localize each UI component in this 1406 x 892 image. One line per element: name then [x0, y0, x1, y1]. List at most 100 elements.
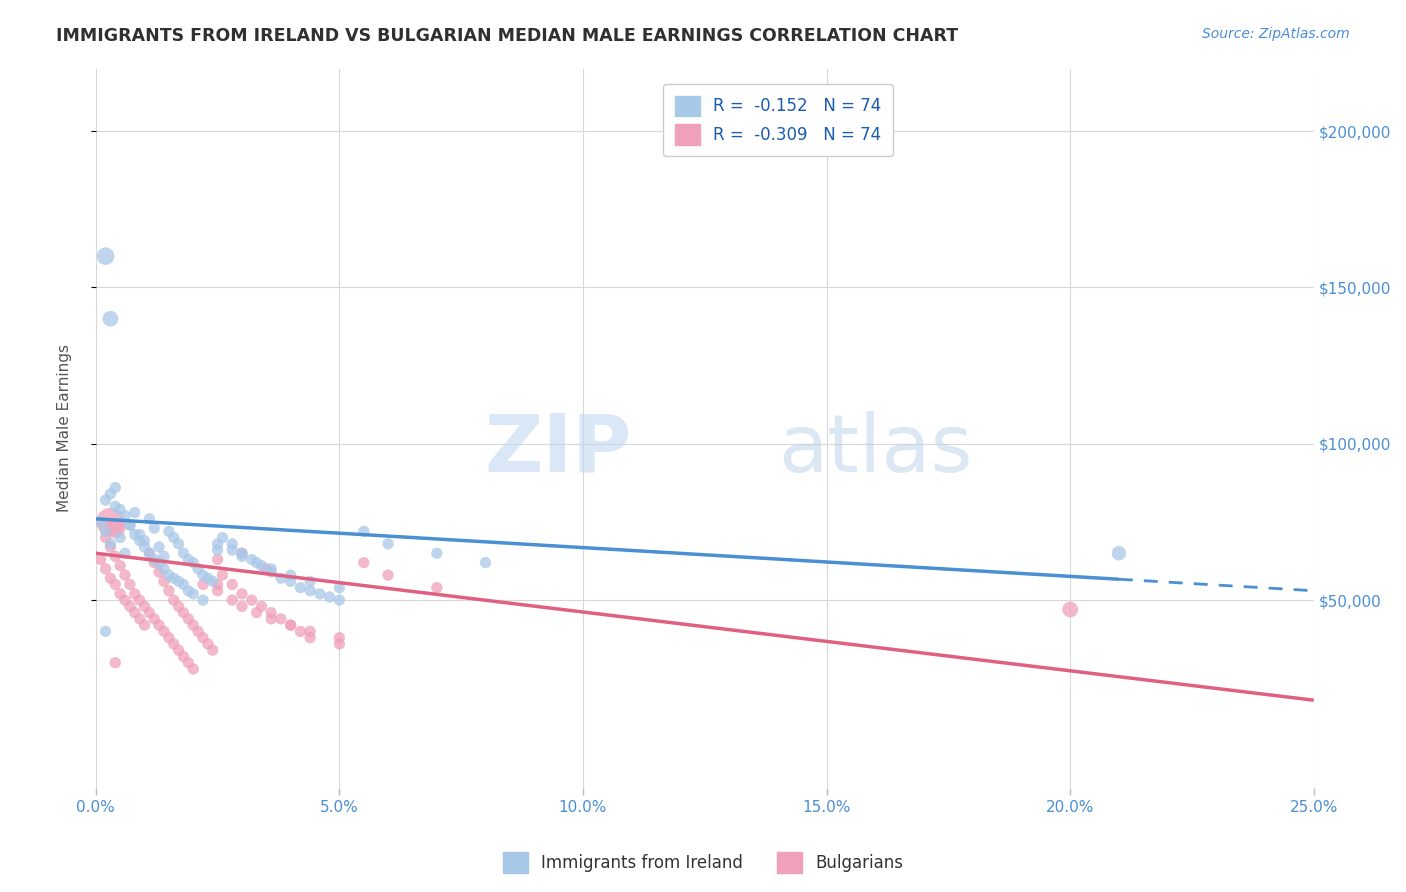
Point [231, 549, 253, 564]
Point [148, 556, 170, 570]
Point [100, 487, 122, 501]
Point [148, 618, 170, 632]
Point [231, 599, 253, 614]
Point [138, 606, 160, 620]
Point [114, 568, 136, 582]
Point [1059, 602, 1081, 616]
Point [377, 537, 399, 551]
Point [173, 649, 195, 664]
Point [280, 574, 302, 589]
Point [211, 568, 233, 582]
Point [104, 500, 127, 514]
Point [100, 571, 122, 585]
Point [207, 537, 229, 551]
Point [309, 587, 332, 601]
Point [299, 631, 322, 645]
Point [167, 574, 190, 589]
Point [157, 583, 180, 598]
Point [207, 583, 229, 598]
Point [240, 593, 263, 607]
Point [114, 546, 136, 560]
Point [148, 540, 170, 554]
Text: IMMIGRANTS FROM IRELAND VS BULGARIAN MEDIAN MALE EARNINGS CORRELATION CHART: IMMIGRANTS FROM IRELAND VS BULGARIAN MED… [56, 27, 959, 45]
Point [104, 656, 127, 670]
Point [128, 593, 150, 607]
Point [280, 618, 302, 632]
Point [231, 587, 253, 601]
Point [108, 531, 131, 545]
Point [181, 618, 204, 632]
Point [104, 481, 127, 495]
Point [201, 574, 224, 589]
Point [167, 537, 190, 551]
Point [134, 618, 156, 632]
Point [118, 518, 141, 533]
Point [124, 527, 146, 541]
Point [138, 512, 160, 526]
Point [191, 631, 214, 645]
Point [299, 574, 322, 589]
Point [173, 546, 195, 560]
Point [157, 568, 180, 582]
Point [197, 637, 219, 651]
Point [260, 565, 283, 579]
Point [90, 552, 112, 566]
Point [163, 571, 186, 585]
Point [134, 540, 156, 554]
Text: atlas: atlas [778, 410, 972, 489]
Point [94, 562, 117, 576]
Point [181, 556, 204, 570]
Point [157, 631, 180, 645]
Point [138, 546, 160, 560]
Point [118, 599, 141, 614]
Point [231, 546, 253, 560]
Point [280, 618, 302, 632]
Point [426, 546, 449, 560]
Text: Source: ZipAtlas.com: Source: ZipAtlas.com [1202, 27, 1350, 41]
Point [250, 558, 273, 573]
Point [173, 577, 195, 591]
Point [270, 612, 292, 626]
Point [191, 577, 214, 591]
Legend: R =  -0.152   N = 74, R =  -0.309   N = 74: R = -0.152 N = 74, R = -0.309 N = 74 [662, 84, 893, 156]
Point [177, 552, 200, 566]
Point [153, 562, 176, 576]
Point [114, 508, 136, 523]
Point [260, 562, 283, 576]
Y-axis label: Median Male Earnings: Median Male Earnings [58, 344, 72, 512]
Point [128, 527, 150, 541]
Point [250, 599, 273, 614]
Point [104, 577, 127, 591]
Point [299, 583, 322, 598]
Point [211, 531, 233, 545]
Point [114, 593, 136, 607]
Point [207, 543, 229, 558]
Point [177, 656, 200, 670]
Point [153, 574, 176, 589]
Point [207, 577, 229, 591]
Point [187, 624, 209, 639]
Point [134, 533, 156, 548]
Point [328, 631, 350, 645]
Point [94, 493, 117, 508]
Point [353, 556, 375, 570]
Point [108, 558, 131, 573]
Point [270, 571, 292, 585]
Point [173, 606, 195, 620]
Point [426, 581, 449, 595]
Point [134, 599, 156, 614]
Point [100, 515, 122, 529]
Point [153, 549, 176, 564]
Point [94, 531, 117, 545]
Point [100, 311, 122, 326]
Point [167, 599, 190, 614]
Point [231, 546, 253, 560]
Point [290, 624, 312, 639]
Point [94, 624, 117, 639]
Point [163, 637, 186, 651]
Point [100, 540, 122, 554]
Point [328, 593, 350, 607]
Point [148, 565, 170, 579]
Point [181, 587, 204, 601]
Point [221, 537, 243, 551]
